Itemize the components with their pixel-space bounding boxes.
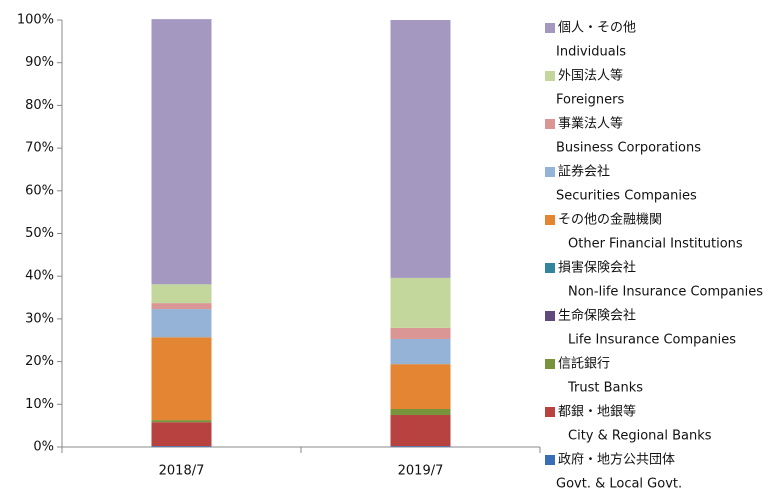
bar-segment bbox=[390, 20, 451, 278]
legend-label-en: Securities Companies bbox=[556, 189, 697, 204]
y-tick-label: 20% bbox=[25, 354, 54, 369]
y-tick-label: 30% bbox=[25, 311, 54, 326]
legend-label: 個人・その他 bbox=[558, 21, 636, 36]
legend-label-en: Individuals bbox=[556, 45, 626, 60]
legend-swatch bbox=[545, 455, 555, 465]
y-tick-label: 60% bbox=[25, 183, 54, 198]
bar-segment bbox=[151, 446, 212, 447]
legend-label: 都銀・地銀等 bbox=[558, 404, 636, 420]
legend-swatch bbox=[545, 119, 555, 129]
legend-label-en: Business Corporations bbox=[556, 141, 701, 156]
legend-label-en: Other Financial Institutions bbox=[568, 237, 743, 252]
legend-label-en: Life Insurance Companies bbox=[568, 333, 736, 348]
x-tick-label: 2018/7 bbox=[159, 464, 205, 479]
y-tick-label: 10% bbox=[25, 397, 54, 412]
bar-segment bbox=[390, 364, 451, 409]
legend-label: 損害保険会社 bbox=[558, 260, 636, 276]
y-tick-label: 90% bbox=[25, 55, 54, 70]
bar-segment bbox=[390, 414, 451, 447]
y-tick-label: 40% bbox=[25, 269, 54, 284]
legend-label-en: Foreigners bbox=[556, 93, 624, 108]
bar-segment bbox=[151, 19, 212, 285]
legend-label-en: Trust Banks bbox=[567, 381, 643, 396]
legend-swatch bbox=[545, 407, 555, 417]
legend-label-en: Govt. & Local Govt. bbox=[556, 477, 682, 491]
legend-swatch bbox=[545, 167, 555, 177]
y-tick-label: 70% bbox=[25, 141, 54, 156]
bar-segment bbox=[151, 309, 212, 338]
x-tick-label: 2019/7 bbox=[398, 464, 444, 479]
legend-label-en: City & Regional Banks bbox=[568, 429, 712, 444]
bar-segment bbox=[390, 408, 451, 415]
legend-label: 信託銀行 bbox=[558, 356, 610, 372]
legend-label: 証券会社 bbox=[558, 164, 610, 180]
legend-swatch bbox=[545, 71, 555, 81]
legend-label: その他の金融機関 bbox=[558, 212, 662, 228]
legend-label: 政府・地方公共団体 bbox=[558, 452, 675, 468]
bar-segment bbox=[151, 284, 212, 304]
legend-label: 外国法人等 bbox=[558, 68, 623, 84]
legend-swatch bbox=[545, 263, 555, 273]
bar-segment bbox=[390, 327, 451, 339]
bar-segment bbox=[390, 338, 451, 365]
legend-swatch bbox=[545, 215, 555, 225]
bar-segment bbox=[151, 303, 212, 310]
y-tick-label: 100% bbox=[17, 13, 54, 28]
legend-label-en: Non-life Insurance Companies bbox=[568, 285, 763, 300]
legend-swatch bbox=[545, 359, 555, 369]
bar-segment bbox=[390, 277, 451, 328]
legend-swatch bbox=[545, 311, 555, 321]
y-tick-label: 80% bbox=[25, 98, 54, 113]
bar-segment bbox=[390, 446, 451, 447]
y-tick-label: 0% bbox=[33, 440, 54, 455]
bar-segment bbox=[151, 337, 212, 421]
legend-label: 事業法人等 bbox=[558, 116, 623, 132]
legend-label: 生命保険会社 bbox=[558, 308, 636, 324]
bar-segment bbox=[151, 422, 212, 447]
legend-swatch bbox=[545, 23, 555, 33]
bar-segment bbox=[151, 420, 212, 423]
y-tick-label: 50% bbox=[25, 226, 54, 241]
